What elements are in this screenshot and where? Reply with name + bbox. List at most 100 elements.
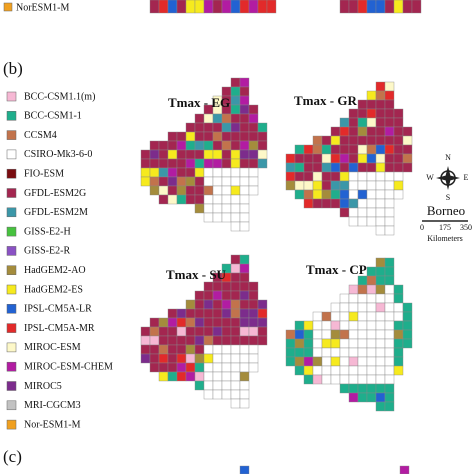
map-cell (294, 144, 305, 155)
map-cell (393, 347, 404, 358)
map-cell (203, 158, 214, 169)
map-cell (230, 167, 241, 178)
map-cell (357, 216, 368, 227)
map-cell (375, 257, 386, 268)
map-cell (248, 353, 259, 364)
map-cell (393, 284, 404, 295)
map-cell (230, 158, 241, 169)
map-cell (294, 171, 305, 182)
map-cell (357, 383, 368, 394)
map-cell (167, 149, 178, 160)
map-cell (167, 131, 178, 142)
map-cell (330, 311, 341, 322)
map-cell (366, 180, 377, 191)
map-cell (366, 329, 377, 340)
map-cell (384, 365, 395, 376)
map-cell (348, 126, 359, 137)
legend-label: MIROC-ESM-CHEM (24, 361, 113, 372)
map-cell (303, 338, 314, 349)
map-cell (366, 347, 377, 358)
map-cell (375, 383, 386, 394)
scale-tick: 350 (460, 223, 472, 232)
map-cell (239, 77, 250, 88)
map-cell (221, 185, 232, 196)
map-cell (366, 0, 377, 14)
map-cell (149, 326, 160, 337)
map-cell (212, 203, 223, 214)
map-cell (203, 113, 214, 124)
map-cell (303, 198, 314, 209)
map-cell (348, 189, 359, 200)
map-cell (230, 95, 241, 106)
map-cell (248, 158, 259, 169)
map-cell (212, 194, 223, 205)
map-cell (203, 389, 214, 400)
map-cell (248, 104, 259, 115)
map-cell (194, 308, 205, 319)
scale-tick: 175 (439, 223, 451, 232)
map-cell (167, 167, 178, 178)
map-cell (203, 335, 214, 346)
map-cell (194, 380, 205, 391)
map-cell (330, 320, 341, 331)
map-cell (348, 356, 359, 367)
map-cell (185, 326, 196, 337)
map-cell (384, 392, 395, 403)
legend-swatch (6, 130, 17, 140)
map-cell (212, 122, 223, 133)
map-cell (321, 171, 332, 182)
map-cell (375, 225, 386, 236)
map-cell (285, 338, 296, 349)
map-cell (176, 176, 187, 187)
map-cell (185, 317, 196, 328)
map-cell (185, 158, 196, 169)
legend-swatch (6, 111, 17, 121)
map-cell (185, 335, 196, 346)
map-cell (348, 338, 359, 349)
map-cell (339, 311, 350, 322)
map-cell (357, 135, 368, 146)
map-cell (212, 149, 223, 160)
map-cell (339, 198, 350, 209)
map-cell (176, 158, 187, 169)
map-cell (393, 0, 404, 14)
map-cell (393, 365, 404, 376)
map-cell (158, 149, 169, 160)
legend-swatch (6, 419, 17, 430)
map-cell (230, 308, 241, 319)
map-cell (375, 144, 386, 155)
map-cell (239, 86, 250, 97)
map-cell (384, 144, 395, 155)
map-cell (357, 144, 368, 155)
map-cell (348, 180, 359, 191)
map-cell (230, 104, 241, 115)
map-cell (384, 198, 395, 209)
map-cell (203, 317, 214, 328)
map-cell (221, 299, 232, 310)
map-cell (221, 335, 232, 346)
map-cell (239, 335, 250, 346)
map-cell (185, 362, 196, 373)
map-cell (375, 266, 386, 277)
map-cell (230, 290, 241, 301)
map-cell (176, 344, 187, 355)
map-cell (239, 353, 250, 364)
map-cell (339, 144, 350, 155)
map-cell (140, 158, 151, 169)
compass-label: W (426, 173, 434, 182)
map-cell (303, 356, 314, 367)
map-cell (303, 162, 314, 173)
map-cell (357, 293, 368, 304)
map-cell (375, 180, 386, 191)
map-cell (411, 0, 422, 14)
map-cell (212, 380, 223, 391)
map-cell (230, 353, 241, 364)
map-cell (203, 308, 214, 319)
legend-swatch (6, 265, 17, 275)
map-cell (176, 362, 187, 373)
map-cell (375, 162, 386, 173)
map-cell (339, 180, 350, 191)
map-cell (375, 153, 386, 164)
map-cell (221, 122, 232, 133)
map-cell (239, 254, 250, 265)
